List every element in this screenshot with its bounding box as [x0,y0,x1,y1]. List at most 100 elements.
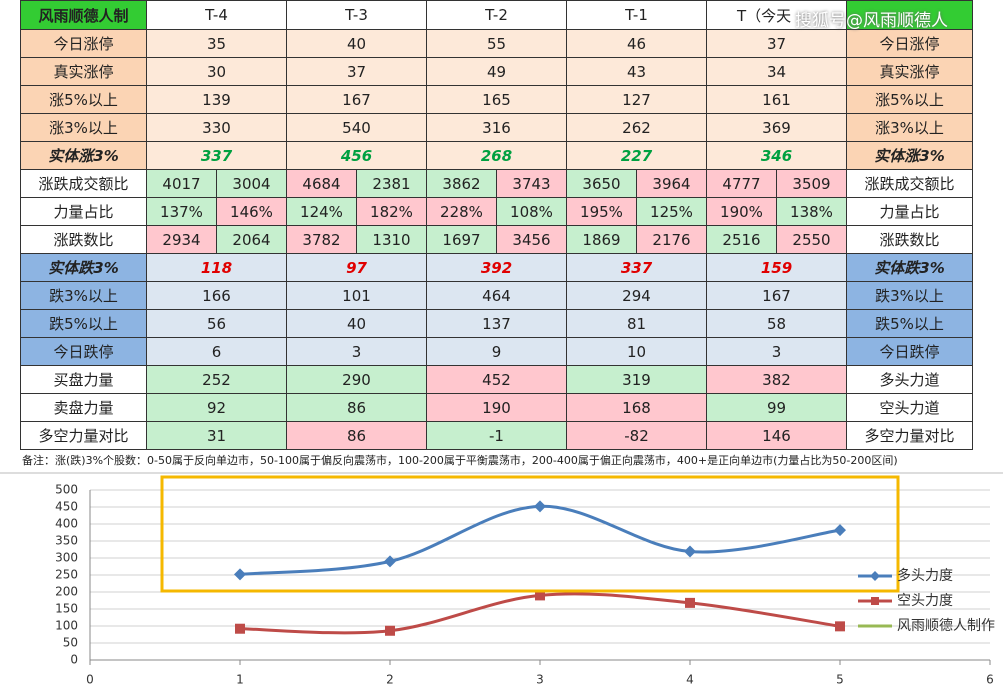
value-cell: 3509 [777,170,847,198]
value-cell: 31 [147,422,287,450]
marker [384,555,396,568]
value-cell: 139 [147,86,287,114]
row-label: 多空力量对比 [20,422,147,450]
value-cell: 2176 [637,226,707,254]
value-cell: 86 [287,394,427,422]
row-label: 力量占比 [847,198,973,226]
value-cell: 40 [287,310,427,338]
marker [685,597,695,608]
marker [235,623,245,634]
header-cell: T（今天 [707,0,847,30]
x-tick-label: 0 [86,673,94,687]
chart: 0 50 100 150 200 250 300 350 400 450 500 0 1 2 3 4 5 6 多头力… [0,472,1003,687]
value-cell: 316 [427,114,567,142]
value-cell: 369 [707,114,847,142]
value-cell: 97 [287,254,427,282]
value-cell: 540 [287,114,427,142]
row-label: 力量占比 [20,198,147,226]
value-cell: 1869 [567,226,637,254]
header-cell: T-4 [147,0,287,30]
row-label: 涨3%以上 [847,114,973,142]
value-cell: 3 [707,338,847,366]
row-label: 跌3%以上 [847,282,973,310]
value-cell: 108% [497,198,567,226]
row-label: 空头力道 [847,394,973,422]
row-label: 今日涨停 [20,30,147,58]
value-cell: 382 [707,366,847,394]
y-tick-label: 100 [55,619,78,633]
value-cell: 1310 [357,226,427,254]
y-tick-label: 0 [70,653,78,667]
value-cell: 1697 [427,226,497,254]
value-cell: 56 [147,310,287,338]
value-cell: 262 [567,114,707,142]
value-cell: 2516 [707,226,777,254]
marker [834,524,846,537]
row-label: 跌5%以上 [20,310,147,338]
value-cell: 195% [567,198,637,226]
value-cell: 2064 [217,226,287,254]
row-label: 涨跌数比 [20,226,147,254]
value-cell: 86 [287,422,427,450]
value-cell: 81 [567,310,707,338]
value-cell: 456 [287,142,427,170]
y-tick-label: 450 [55,500,78,514]
value-cell: 330 [147,114,287,142]
y-tick-label: 400 [55,517,78,531]
row-label: 涨跌成交额比 [847,170,973,198]
row-label: 跌3%以上 [20,282,147,310]
value-cell: 168 [567,394,707,422]
row-label: 实体涨3% [20,142,147,170]
value-cell: 43 [567,58,707,86]
row-label: 涨5%以上 [20,86,147,114]
y-tick-label: 200 [55,585,78,599]
value-cell: 464 [427,282,567,310]
row-label: 今日跌停 [847,338,973,366]
value-cell: 138% [777,198,847,226]
value-cell: 46 [567,30,707,58]
value-cell: 294 [567,282,707,310]
value-cell: 124% [287,198,357,226]
marker [835,621,845,632]
value-cell: 3456 [497,226,567,254]
value-cell: 146 [707,422,847,450]
value-cell: 3743 [497,170,567,198]
value-cell: 99 [707,394,847,422]
value-cell: 190 [427,394,567,422]
value-cell: 227 [567,142,707,170]
header-cell: T-1 [567,0,707,30]
row-label: 今日跌停 [20,338,147,366]
value-cell: 35 [147,30,287,58]
highlight-box [160,475,900,593]
row-label: 实体涨3% [847,142,973,170]
row-label: 今日涨停 [847,30,973,58]
legend-marker [871,597,879,605]
value-cell: 228% [427,198,497,226]
x-tick-label: 6 [986,673,994,687]
value-cell: 37 [707,30,847,58]
y-tick-label: 500 [55,483,78,497]
watermark: 搜狐号@风雨顺德人 [795,11,948,31]
row-label: 涨跌成交额比 [20,170,147,198]
row-label: 涨5%以上 [847,86,973,114]
value-cell: 37 [287,58,427,86]
legend-label: 风雨顺德人制作 [897,618,995,634]
value-cell: 4777 [707,170,777,198]
legend-marker [870,571,880,581]
x-tick-label: 3 [536,673,544,687]
value-cell: 3004 [217,170,287,198]
header-cell: 风雨顺德人制 [20,0,147,30]
value-cell: 182% [357,198,427,226]
row-label: 多头力道 [847,366,973,394]
value-cell: 3862 [427,170,497,198]
value-cell: 34 [707,58,847,86]
row-label: 跌5%以上 [847,310,973,338]
y-tick-label: 50 [63,636,78,650]
value-cell: 337 [147,142,287,170]
value-cell: 10 [567,338,707,366]
value-cell: 392 [427,254,567,282]
x-tick-label: 2 [386,673,394,687]
value-cell: 167 [707,282,847,310]
y-tick-label: 150 [55,602,78,616]
